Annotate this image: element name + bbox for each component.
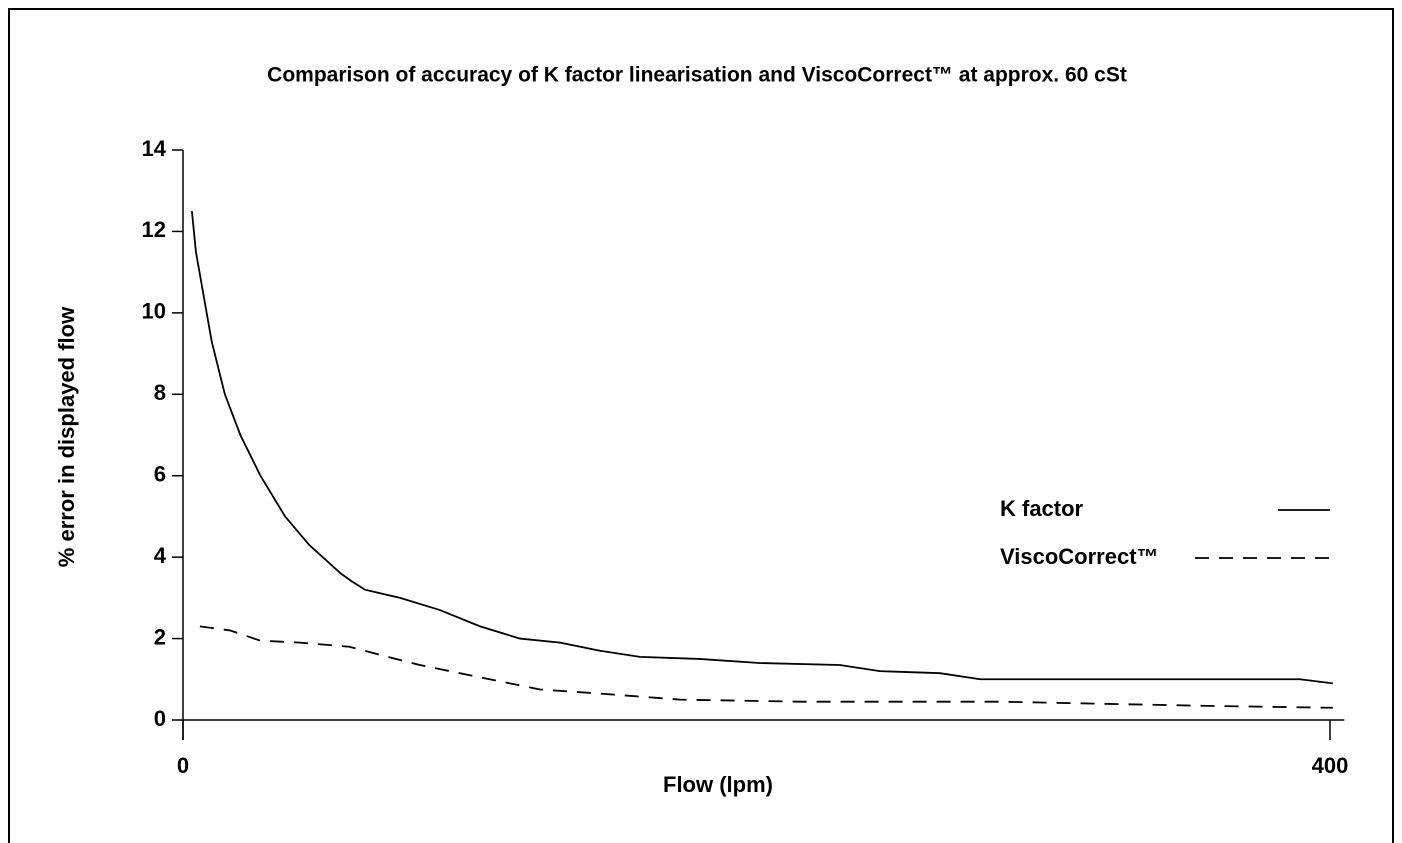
y-tick-label: 12 <box>142 217 166 242</box>
x-axis-label: Flow (lpm) <box>663 772 773 797</box>
y-tick-label: 8 <box>154 380 166 405</box>
x-tick-label: 0 <box>177 753 189 778</box>
y-tick-label: 0 <box>154 706 166 731</box>
data-line <box>190 210 1333 685</box>
y-tick-label: 4 <box>154 543 167 568</box>
y-tick-label: 2 <box>154 624 166 649</box>
x-tick-label: 400 <box>1312 753 1349 778</box>
legend-label: ViscoCorrect™ <box>1000 544 1159 569</box>
frame <box>8 8 1394 843</box>
data-line <box>199 625 1333 709</box>
legend-label: K factor <box>1000 496 1084 521</box>
chart-title: Comparison of accuracy of K factor linea… <box>267 64 1127 87</box>
y-tick-label: 10 <box>142 299 166 324</box>
y-tick-label: 14 <box>142 136 167 161</box>
y-axis-label: % error in displayed flow <box>54 306 79 567</box>
y-tick-label: 6 <box>154 462 166 487</box>
